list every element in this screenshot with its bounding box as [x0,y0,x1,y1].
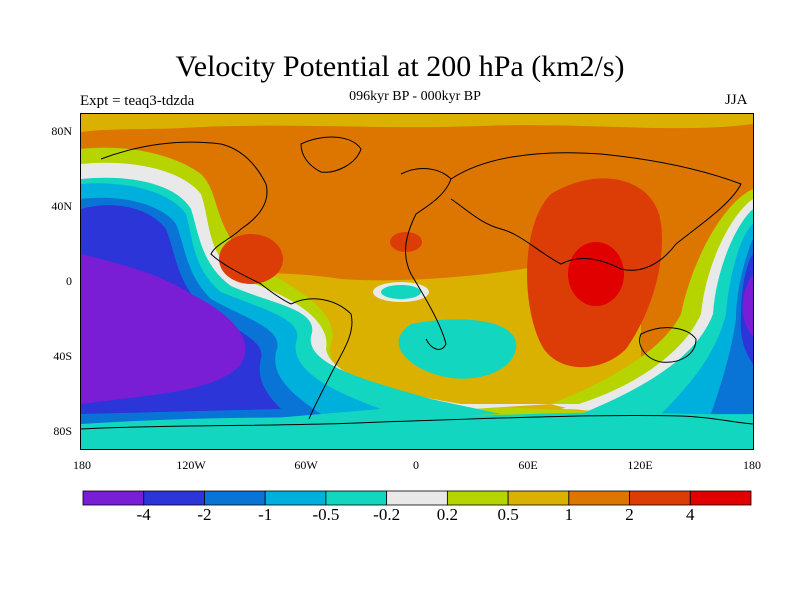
colorbar-tick-label: 2 [625,505,634,524]
field-band-purple [81,254,246,404]
colorbar [82,490,752,511]
figure-title: Velocity Potential at 200 hPa (km2/s) [175,50,625,83]
colorbar-swatch [143,490,205,506]
lon-label-120w: 120W [176,458,206,472]
field-band-yellow-arctic [81,114,753,132]
colorbar-swatch [629,490,691,506]
colorbar-swatch [264,490,327,506]
figure-subtitle: 096kyr BP - 000kyr BP [349,89,481,104]
lon-label-180e: 180 [743,458,761,472]
colorbar-swatch [386,490,448,506]
coast-north-america [100,141,292,305]
colorbar-tick-label: -4 [136,505,151,524]
colorbar-tick-label: 4 [686,505,695,524]
colorbar-tick-label: 0.5 [497,505,519,524]
colorbar-swatch [204,490,266,506]
lat-label-80n: 80N [51,124,72,138]
coast-antarctica [81,415,753,430]
velocity-potential-map [81,114,753,449]
lat-label-80s: 80S [53,424,72,438]
field-band-red [568,242,624,306]
lon-label-60e: 60E [518,458,538,472]
lon-label-120e: 120E [627,458,653,472]
colorbar-tick-label: -0.5 [312,505,340,524]
colorbar-tick-label: 0.2 [436,505,458,524]
lat-label-0: 0 [66,274,72,288]
colorbar-tick-label: 1 [564,505,574,524]
colorbar-swatch [568,490,630,506]
season-label: JJA [725,92,748,108]
coastlines [81,136,753,430]
lat-label-40n: 40N [51,199,72,213]
field-blob-teal-atlantic [381,285,421,299]
colorbar-tick-label: -1 [258,505,273,524]
colorbar-swatch [689,490,752,506]
coast-south-america [290,298,353,420]
field-band-redorange-americas [219,234,283,284]
colorbar-swatch [507,490,570,506]
coast-asia [450,152,742,271]
field-band-antarctic [81,412,753,449]
lon-label-60w: 60W [294,458,318,472]
coast-australia [639,327,697,363]
colorbar-swatch [325,490,388,506]
experiment-label: Expt = teaq3-tdzda [80,93,195,109]
lat-label-40s: 40S [53,349,72,363]
field-band-purple-east [742,274,753,336]
coast-africa [400,168,452,350]
colorbar-swatch [82,490,145,506]
colorbar-swatch [446,490,509,506]
coast-greenland [300,136,362,173]
colorbar-tick-label: -0.2 [373,505,401,524]
field-blob-teal-south-atlantic [398,319,517,379]
lon-label-0: 0 [413,458,419,472]
field-band-blue-east [711,239,753,414]
colorbar-swatches [82,490,752,506]
lon-label-180w: 180 [73,458,91,472]
colorbar-tick-label: -2 [197,505,212,524]
map-panel [80,113,754,450]
